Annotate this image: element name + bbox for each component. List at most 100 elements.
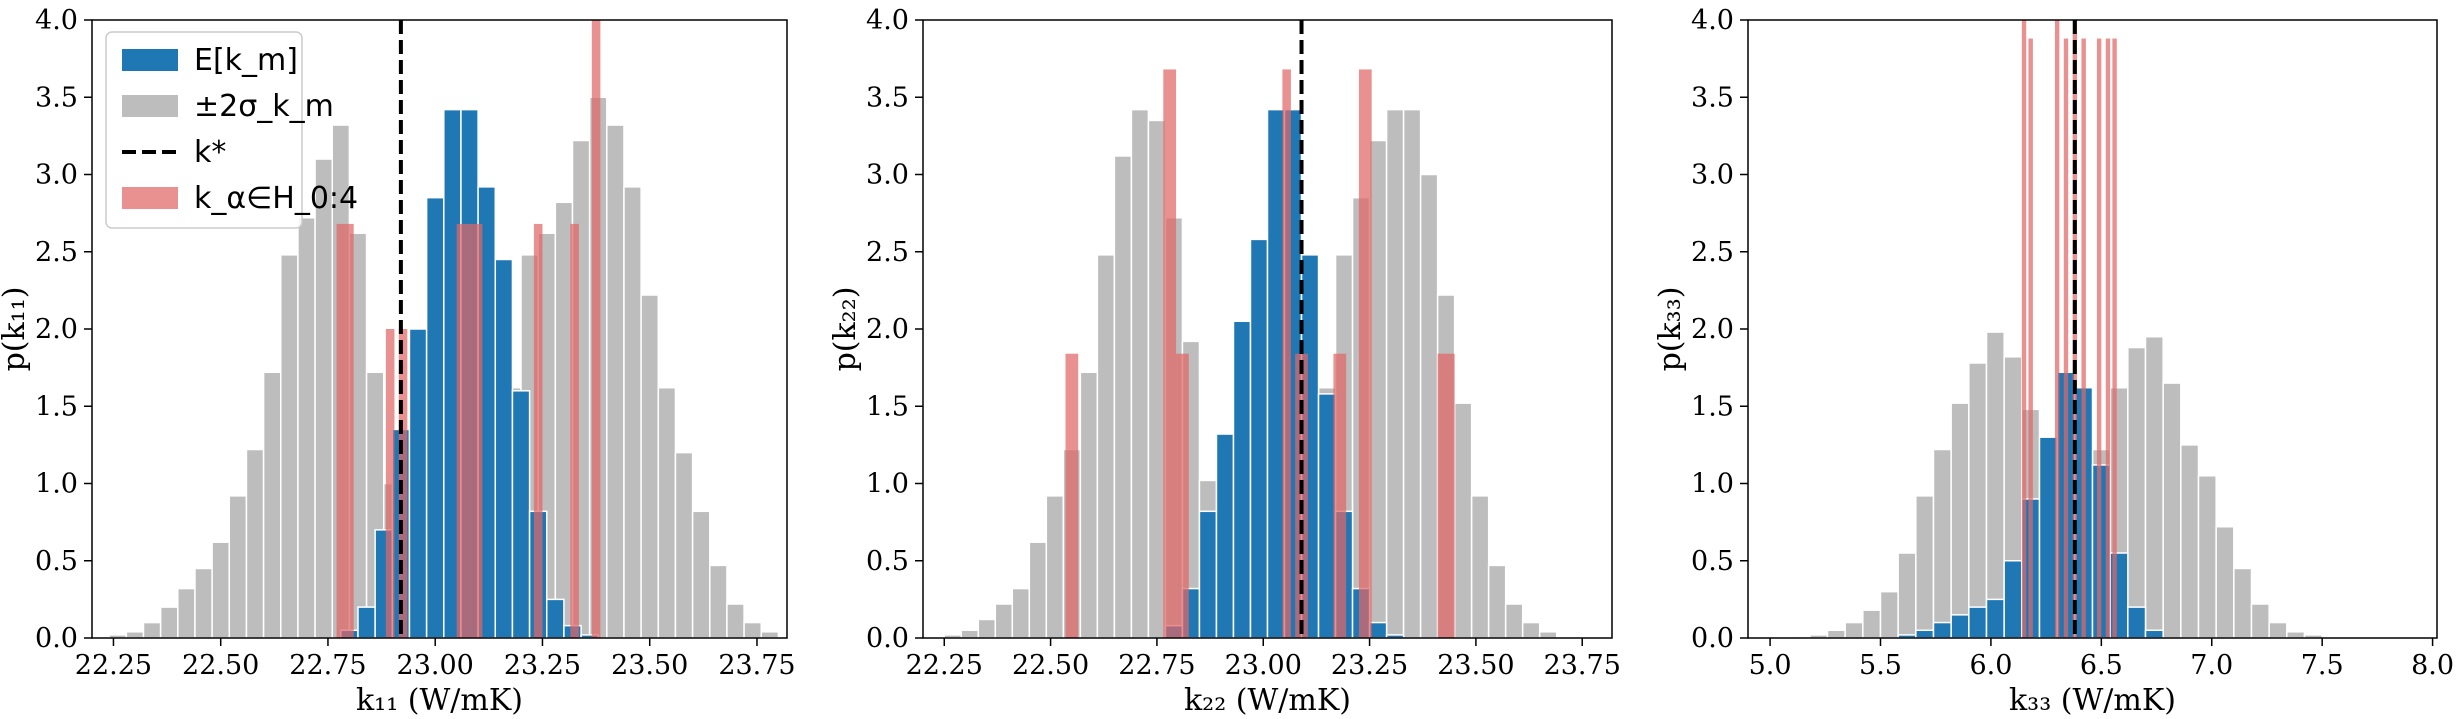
bar-0-11 [1985, 331, 2005, 638]
bar-0-11 [297, 217, 316, 638]
y-tick-label: 4.0 [866, 5, 909, 36]
bar-0-1 [960, 629, 980, 638]
bar-2-0 [336, 223, 346, 638]
bar-0-28 [2286, 631, 2306, 638]
bar-2-4 [456, 223, 474, 638]
bar-0-10 [1968, 362, 1988, 638]
bar-1-4 [408, 328, 428, 638]
bar-1-14 [2144, 629, 2164, 638]
bar-2-1 [1163, 69, 1177, 638]
bar-0-3 [159, 606, 179, 638]
bar-0-6 [211, 541, 231, 638]
bar-1-13 [2127, 606, 2147, 638]
bar-0-8 [1932, 448, 1952, 638]
bar-0-3 [994, 603, 1014, 638]
bar-0-25 [1368, 139, 1388, 638]
x-tick-label: 23.50 [611, 650, 688, 681]
y-tick-label: 3.0 [1691, 160, 1734, 191]
x-tick-label: 7.5 [2301, 650, 2344, 681]
bar-1-10 [511, 390, 531, 638]
bar-0-33 [1504, 603, 1524, 638]
legend-label: ±2σ_k_m [194, 89, 334, 124]
y-tick-label: 4.0 [35, 5, 78, 36]
bar-0-23 [2197, 475, 2217, 638]
bar-0-32 [1487, 564, 1507, 638]
y-tick-label: 2.5 [1691, 237, 1734, 268]
bar-0-8 [1079, 371, 1099, 638]
legend: E[k_m] ±2σ_k_m k* k_α∈H_0:4 [105, 31, 358, 229]
bar-0-25 [2233, 567, 2253, 638]
bar-2-3 [1282, 69, 1291, 638]
bar-1-5 [425, 196, 445, 638]
y-tick-label: 2.0 [35, 314, 78, 345]
bar-2-0 [1065, 353, 1079, 638]
bar-0-21 [2162, 382, 2182, 638]
bar-0-5 [1879, 590, 1899, 638]
bar-1-6 [2003, 560, 2023, 638]
bar-0-35 [1538, 631, 1558, 638]
bar-0-6 [1045, 495, 1065, 638]
y-tick-label: 1.0 [1691, 469, 1734, 500]
bar-2-7 [2105, 38, 2111, 638]
x-tick-label: 7.0 [2190, 650, 2233, 681]
bar-2-1 [345, 223, 354, 638]
y-tick-label: 0.0 [1691, 623, 1734, 654]
bar-1-6 [1266, 108, 1286, 638]
panel-1: 22.25 22.50 22.75 23.00 23.25 23.50 23.75 0.0 0.… [0, 5, 796, 718]
bar-0-9 [1096, 254, 1116, 638]
bar-2-2 [1176, 353, 1189, 638]
bar-0-10 [280, 254, 299, 638]
x-tick-label: 23.25 [1331, 650, 1408, 681]
bar-1-2 [1198, 510, 1218, 638]
legend-swatch [122, 49, 178, 71]
bar-0-19 [2127, 346, 2147, 638]
y-tick-label: 0.0 [35, 623, 78, 654]
bar-1-5 [1249, 238, 1269, 638]
bar-0-24 [2215, 526, 2235, 638]
x-tick-label: 8.0 [2411, 650, 2454, 681]
y-tick-label: 1.0 [866, 469, 909, 500]
bar-0-33 [674, 451, 694, 638]
y-axis-title: p(k₂₂) [828, 287, 863, 372]
bar-0-2 [142, 621, 162, 638]
legend-swatch [122, 95, 178, 117]
bar-0-30 [623, 186, 642, 638]
bar-0-5 [194, 567, 213, 638]
bar-1-8 [2038, 436, 2058, 638]
series-1 [1164, 108, 1405, 638]
y-tick-label: 2.0 [1691, 314, 1734, 345]
bar-0-34 [691, 510, 711, 638]
y-tick-label: 2.0 [866, 314, 909, 345]
bar-0-27 [2268, 621, 2288, 638]
y-tick-label: 1.5 [35, 391, 78, 422]
bar-2-7 [570, 223, 579, 638]
x-axis-title: k₁₁ (W/mK) [356, 683, 523, 718]
x-tick-label: 22.75 [1118, 650, 1195, 681]
x-tick-label: 22.50 [1012, 650, 1089, 681]
y-axis-title: p(k₁₁) [0, 287, 32, 372]
bar-0-9 [1950, 402, 1970, 638]
bar-2-6 [533, 223, 543, 638]
bar-0-2 [977, 618, 997, 638]
bar-2-2 [2054, 20, 2060, 638]
y-tick-label: 3.5 [35, 82, 78, 113]
series-2 [1065, 69, 1455, 638]
x-tick-label: 22.75 [289, 650, 366, 681]
bar-1-5 [1985, 598, 2005, 638]
bar-0-22 [2180, 444, 2200, 638]
y-tick-label: 3.5 [866, 82, 909, 113]
bar-0-4 [177, 587, 196, 638]
bar-0-6 [1897, 552, 1917, 638]
bar-0-36 [726, 603, 745, 638]
bar-2-1 [2028, 38, 2033, 638]
x-tick-label: 6.5 [2080, 650, 2123, 681]
x-tick-label: 23.00 [1225, 650, 1302, 681]
plot-area [1791, 20, 2323, 638]
x-axis-title: k₂₂ (W/mK) [1184, 683, 1351, 718]
bar-0-4 [1011, 587, 1031, 638]
bar-0-32 [657, 386, 677, 638]
series-2 [336, 20, 601, 638]
bar-0-4 [1862, 609, 1882, 638]
bar-0-3 [1844, 621, 1864, 638]
